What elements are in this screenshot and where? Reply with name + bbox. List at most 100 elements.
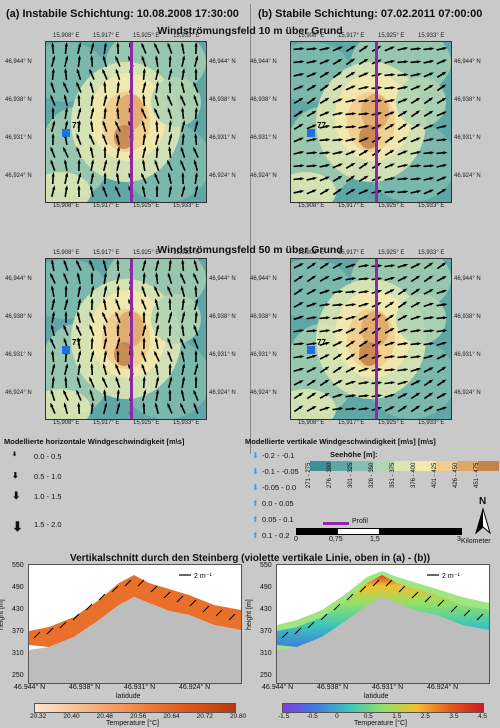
y-tick-label: 46,944° N xyxy=(250,59,277,65)
legend-vertical-item: -0.1 - -0.05 xyxy=(262,467,299,476)
colorbar-label: Temperature [°C] xyxy=(354,720,407,727)
y-tick-label: 370 xyxy=(260,628,272,635)
height-class-label: 401 - 425 xyxy=(432,462,438,488)
height-class-label: 276 - 300 xyxy=(327,462,333,488)
x-tick-label: 15,925° E xyxy=(133,250,160,256)
legend-vertical-item: 0.1 - 0.2 xyxy=(262,531,290,540)
x-tick-label: 15,917° E xyxy=(93,250,120,256)
y-tick-label: 46,931° N xyxy=(454,352,481,358)
station-marker xyxy=(62,129,70,137)
y-tick-label: 46,924° N xyxy=(209,173,236,179)
y-tick-label: 46,931° N xyxy=(250,135,277,141)
colorbar-tick-label: 20.48 xyxy=(96,713,113,720)
terrain-profile xyxy=(29,597,241,683)
colorbar-tick-label: 20.32 xyxy=(30,713,47,720)
y-tick-label: 46,938° N xyxy=(5,314,32,320)
legend-vertical-item: 0.0 - 0.05 xyxy=(262,499,294,508)
legend-horizontal-item: 1.5 - 2.0 xyxy=(34,520,62,529)
temperature-colorbar xyxy=(282,703,484,713)
x-tick-label: 15,908° E xyxy=(298,203,325,209)
y-tick-label: 46,931° N xyxy=(250,352,277,358)
height-class-label: 301 - 325 xyxy=(348,462,354,488)
x-tick-label: 15,908° E xyxy=(53,250,80,256)
scale-tick-3: 3 xyxy=(457,536,461,543)
height-class-label: 326 - 350 xyxy=(369,462,375,488)
station-marker xyxy=(307,346,315,354)
legend-vertical-title: Modellierte vertikale Windgeschwindigkei… xyxy=(245,437,436,446)
y-tick-label: 46,931° N xyxy=(5,135,32,141)
legend-vertical-item: -0.05 - 0.0 xyxy=(262,483,297,492)
x-tick-label: 15,933° E xyxy=(418,33,445,39)
y-tick-label: 46,938° N xyxy=(209,97,236,103)
x-tick-label: 15,917° E xyxy=(93,203,120,209)
arrow-down-icon: ⬇ xyxy=(12,519,23,534)
y-tick-label: 46,931° N xyxy=(5,352,32,358)
x-tick-label: 15,933° E xyxy=(418,203,445,209)
height-swatch xyxy=(436,461,457,471)
height-class-label: 351 - 375 xyxy=(390,462,396,488)
station-marker xyxy=(307,129,315,137)
arrow-down-icon: ⬇ xyxy=(12,491,21,502)
legend-horizontal-item: 0.5 - 1.0 xyxy=(34,472,62,481)
height-swatch xyxy=(457,461,478,471)
y-tick-label: 250 xyxy=(260,672,272,679)
y-tick-label: 370 xyxy=(12,628,24,635)
title-wind50: Windströmungsfeld 50 m über Grund xyxy=(157,244,343,256)
height-swatch xyxy=(352,461,373,471)
x-tick-label: 15,908° E xyxy=(53,203,80,209)
scale-tick-1: 0,75 xyxy=(329,536,343,543)
header-left: (a) Instabile Schichtung: 10.08.2008 17:… xyxy=(6,8,239,20)
colorbar-tick-label: -1.5 xyxy=(278,713,290,720)
header-right: (b) Stabile Schichtung: 07.02.2011 07:00… xyxy=(258,8,483,20)
map-a-50m: 77 xyxy=(45,258,207,420)
y-tick-label: 46,944° N xyxy=(5,59,32,65)
x-tick-label: 15,925° E xyxy=(133,203,160,209)
x-axis-label: latidude xyxy=(116,693,141,700)
x-tick-label: 46.931° N xyxy=(372,684,404,691)
y-tick-label: 46,924° N xyxy=(5,173,32,179)
vertical-section-b: 2 m⁻¹ xyxy=(276,564,490,684)
legend-vertical-item: 0.05 - 0.1 xyxy=(262,515,294,524)
y-tick-label: 46,938° N xyxy=(454,314,481,320)
y-tick-label: 46,938° N xyxy=(454,97,481,103)
y-axis-label: height [m] xyxy=(0,599,5,630)
height-class-label: 271 - 275 xyxy=(306,462,312,488)
x-tick-label: 15,933° E xyxy=(173,33,200,39)
y-tick-label: 46,944° N xyxy=(454,59,481,65)
y-tick-label: 310 xyxy=(12,650,24,657)
colorbar-tick-label: 1.5 xyxy=(392,713,402,720)
x-tick-label: 46.924° N xyxy=(427,684,459,691)
x-tick-label: 15,908° E xyxy=(298,420,325,426)
y-tick-label: 250 xyxy=(12,672,24,679)
y-tick-label: 46,931° N xyxy=(209,135,236,141)
x-tick-label: 15,908° E xyxy=(53,420,80,426)
y-tick-label: 310 xyxy=(260,650,272,657)
map-b-10m: 77 xyxy=(290,41,452,203)
x-tick-label: 15,933° E xyxy=(173,250,200,256)
profile-line-legend xyxy=(323,522,349,525)
profile-line xyxy=(375,42,378,202)
height-swatch xyxy=(373,461,394,471)
column-divider xyxy=(250,4,251,454)
colorbar-tick-label: 4.5 xyxy=(478,713,488,720)
x-tick-label: 15,917° E xyxy=(338,33,365,39)
x-tick-label: 15,933° E xyxy=(418,420,445,426)
y-tick-label: 550 xyxy=(260,562,272,569)
height-swatch xyxy=(478,461,499,471)
x-tick-label: 15,933° E xyxy=(173,420,200,426)
y-tick-label: 46,938° N xyxy=(5,97,32,103)
height-class-label: 451 - 475 xyxy=(474,462,480,488)
colorbar-tick-label: 2.5 xyxy=(420,713,430,720)
arrow-up-icon: ⬆ xyxy=(252,499,259,508)
station-marker xyxy=(62,346,70,354)
height-class-label: 426 - 450 xyxy=(453,462,459,488)
x-tick-label: 15,925° E xyxy=(133,33,160,39)
height-swatch xyxy=(310,461,331,471)
legend-horizontal-item: 1.0 - 1.5 xyxy=(34,492,62,501)
arrow-down-icon: ⬇ xyxy=(252,483,259,492)
map-a-10m: 77 xyxy=(45,41,207,203)
y-tick-label: 430 xyxy=(260,606,272,613)
x-tick-label: 15,933° E xyxy=(418,250,445,256)
x-tick-label: 15,917° E xyxy=(338,203,365,209)
reference-arrow-label: 2 m⁻¹ xyxy=(442,573,460,580)
